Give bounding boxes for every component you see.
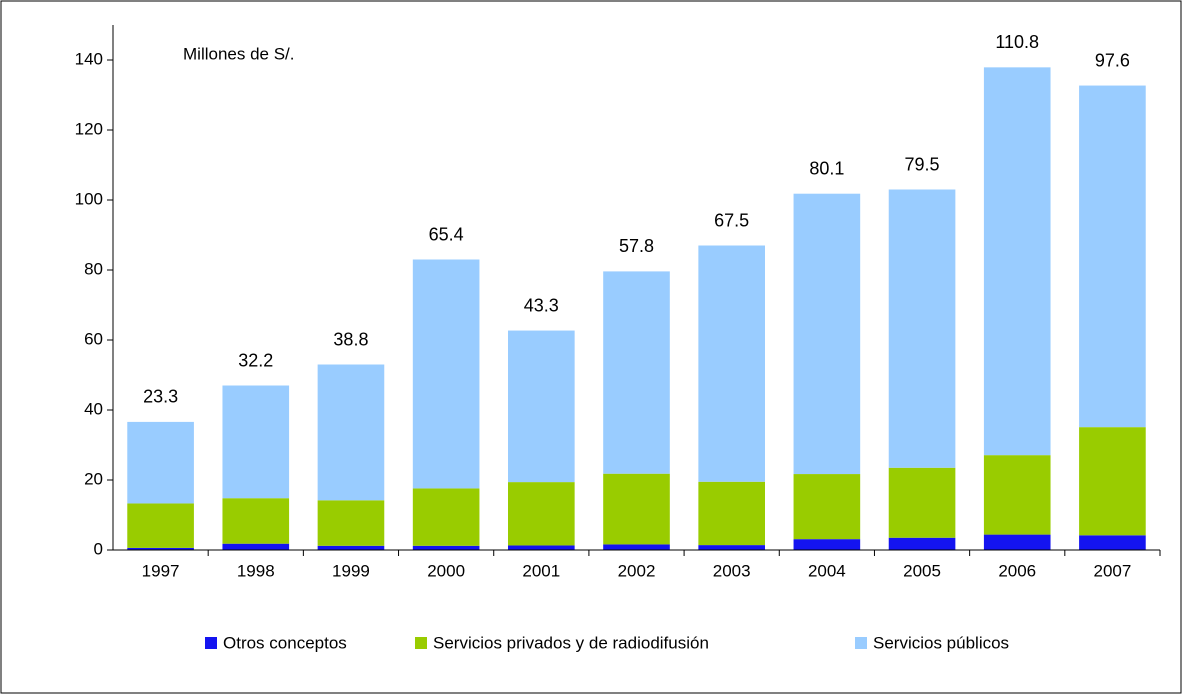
x-tick-label: 1997 — [142, 561, 180, 580]
value-label: 110.8 — [995, 32, 1039, 52]
bar-segment — [983, 534, 1051, 550]
x-tick-label: 1998 — [237, 561, 275, 580]
bar-segment — [983, 67, 1051, 456]
value-label: 43.3 — [524, 295, 559, 315]
legend-label: Otros conceptos — [223, 633, 347, 652]
x-tick-label: 2006 — [998, 561, 1036, 580]
bar-segment — [793, 193, 861, 475]
y-tick-label: 100 — [75, 189, 103, 208]
bar-segment — [127, 547, 194, 550]
bar-segment — [127, 421, 194, 504]
y-tick-label: 120 — [75, 119, 103, 138]
x-tick-label: 2007 — [1093, 561, 1131, 580]
bar-segment — [793, 474, 861, 540]
bar-segment — [698, 481, 765, 546]
bar-segment — [508, 545, 575, 550]
bar-segment — [222, 498, 290, 544]
legend-label: Servicios privados y de radiodifusión — [433, 633, 709, 652]
x-tick-label: 2002 — [618, 561, 656, 580]
bar-segment — [603, 473, 670, 545]
bar-segment — [603, 544, 670, 550]
y-tick-label: 80 — [84, 259, 103, 278]
x-tick-label: 2005 — [903, 561, 941, 580]
bar-segment — [127, 503, 194, 548]
bar-segment — [317, 500, 385, 546]
value-label: 79.5 — [905, 154, 940, 174]
legend-swatch — [205, 637, 217, 649]
x-tick-label: 1999 — [332, 561, 370, 580]
y-tick-label: 0 — [94, 539, 103, 558]
y-tick-label: 40 — [84, 399, 103, 418]
value-label: 80.1 — [809, 158, 844, 178]
bar-segment — [222, 385, 290, 499]
annotation: Millones de S/. — [183, 44, 295, 63]
bar-segment — [1079, 427, 1146, 536]
bar-segment — [1079, 535, 1146, 550]
bar-segment — [698, 545, 765, 550]
value-label: 57.8 — [619, 236, 654, 256]
x-tick-label: 2004 — [808, 561, 846, 580]
x-tick-label: 2001 — [522, 561, 560, 580]
bar-segment — [412, 545, 480, 550]
bar-segment — [793, 539, 861, 550]
legend-swatch — [415, 637, 427, 649]
legend-label: Servicios públicos — [873, 633, 1009, 652]
bar-segment — [508, 330, 575, 483]
legend-swatch — [855, 637, 867, 649]
bar-segment — [698, 245, 765, 482]
value-label: 67.5 — [714, 210, 749, 230]
bar-segment — [983, 455, 1051, 535]
bar-segment — [317, 364, 385, 501]
y-tick-label: 140 — [75, 49, 103, 68]
value-label: 97.6 — [1095, 50, 1130, 70]
value-label: 38.8 — [333, 329, 368, 349]
value-label: 23.3 — [143, 387, 178, 407]
bar-segment — [412, 488, 480, 546]
value-label: 65.4 — [429, 224, 464, 244]
bar-segment — [603, 271, 670, 474]
bar-segment — [888, 467, 956, 538]
x-tick-label: 2000 — [427, 561, 465, 580]
bar-segment — [508, 482, 575, 546]
bar-segment — [888, 189, 956, 468]
bar-segment — [888, 537, 956, 550]
x-tick-label: 2003 — [713, 561, 751, 580]
bar-segment — [1079, 85, 1146, 428]
y-tick-label: 20 — [84, 469, 103, 488]
bar-segment — [222, 543, 290, 550]
y-tick-label: 60 — [84, 329, 103, 348]
value-label: 32.2 — [238, 350, 273, 370]
bar-segment — [412, 259, 480, 489]
bar-segment — [317, 545, 385, 550]
